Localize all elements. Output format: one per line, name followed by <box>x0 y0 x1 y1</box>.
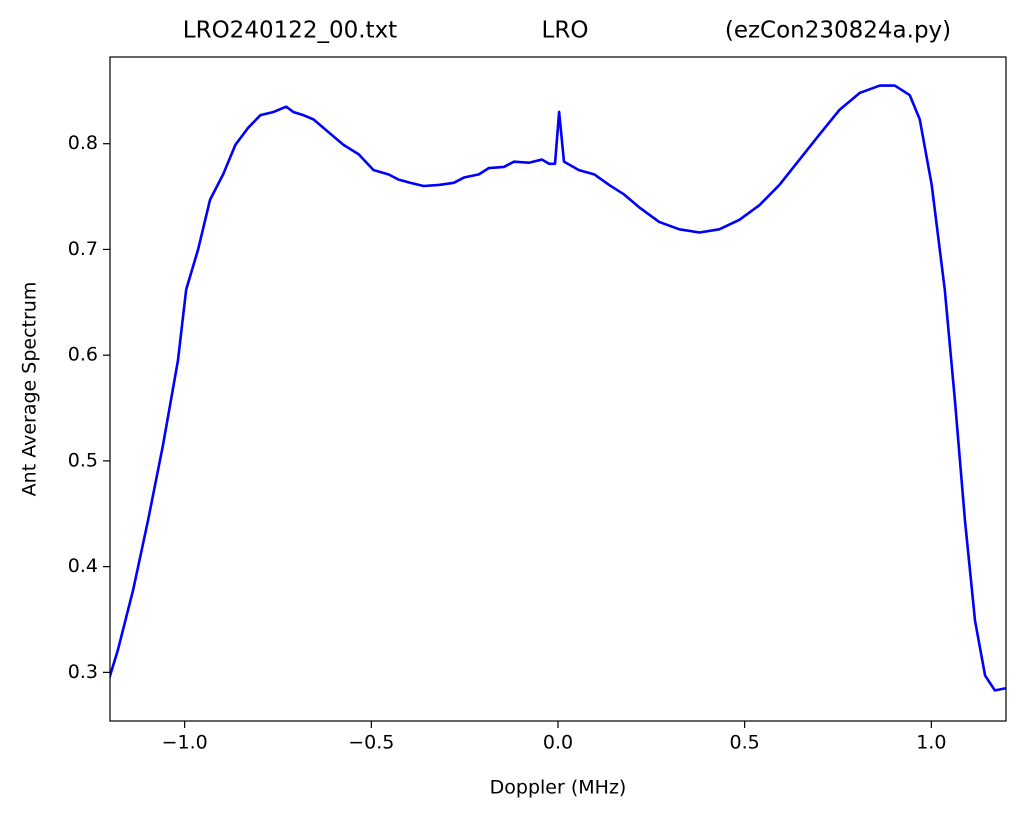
y-tick-label: 0.6 <box>68 344 98 366</box>
x-tick-label: 0.5 <box>730 732 760 754</box>
x-tick-label: 0.0 <box>543 732 573 754</box>
line-series <box>110 84 1006 692</box>
plot-frame <box>109 56 1007 722</box>
y-tick-label: 0.7 <box>68 238 98 260</box>
y-tick-label: 0.4 <box>68 555 98 577</box>
chart-title-right: (ezCon230824a.py) <box>725 18 951 44</box>
y-tick-label: 0.5 <box>68 449 98 471</box>
y-tick-label: 0.8 <box>68 132 98 154</box>
y-tick-label: 0.3 <box>68 661 98 683</box>
x-tick-label: −1.0 <box>162 732 208 754</box>
x-tick-label: −0.5 <box>348 732 394 754</box>
x-axis-label: Doppler (MHz) <box>490 777 627 799</box>
x-tick-label: 1.0 <box>916 732 946 754</box>
y-axis-label: Ant Average Spectrum <box>19 282 41 497</box>
chart-title: LRO <box>542 18 589 44</box>
chart-title-left: LRO240122_00.txt <box>183 18 397 44</box>
